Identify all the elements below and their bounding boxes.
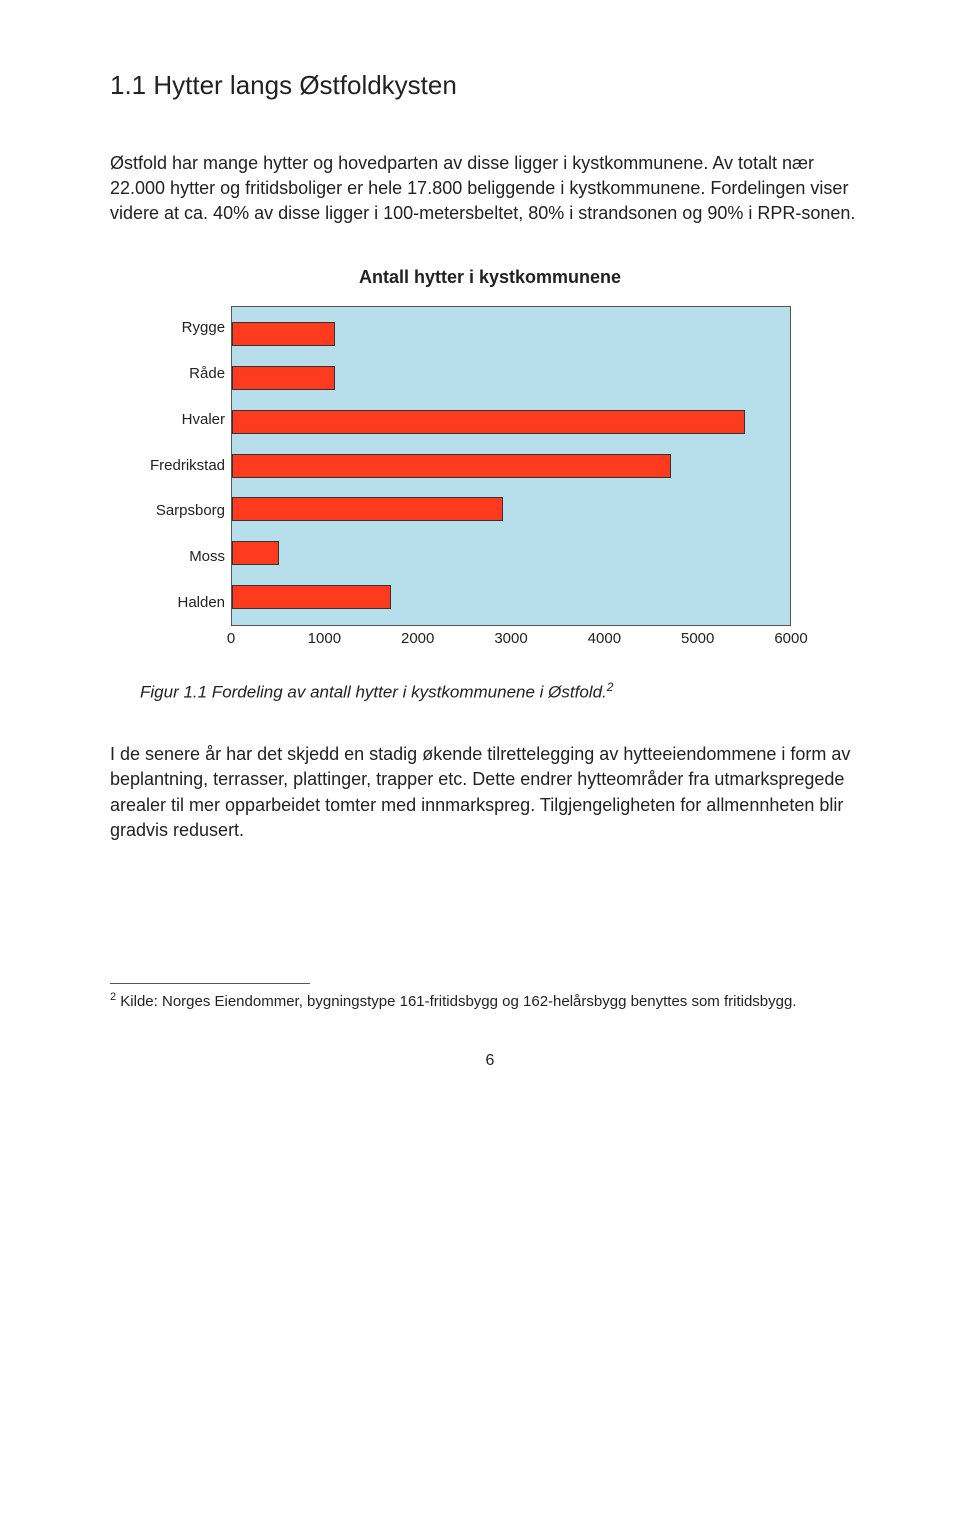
chart-x-tick: 2000 bbox=[401, 630, 434, 647]
chart-x-tick: 0 bbox=[227, 630, 235, 647]
chart-x-tick: 5000 bbox=[681, 630, 714, 647]
chart-y-label: Sarpsborg bbox=[150, 491, 225, 531]
chart-bar bbox=[232, 410, 745, 434]
chart-y-label: Moss bbox=[150, 537, 225, 577]
chart-bar bbox=[232, 454, 671, 478]
chart-y-label: Hvaler bbox=[150, 400, 225, 440]
chart-x-tick: 1000 bbox=[308, 630, 341, 647]
chart-bar bbox=[232, 585, 391, 609]
chart-y-label: Fredrikstad bbox=[150, 446, 225, 486]
intro-paragraph: Østfold har mange hytter og hovedparten … bbox=[110, 151, 870, 227]
chart-x-tick: 3000 bbox=[494, 630, 527, 647]
page-number: 6 bbox=[110, 1052, 870, 1070]
caption-text: Figur 1.1 Fordeling av antall hytter i k… bbox=[140, 682, 607, 701]
chart-x-axis: 0100020003000400050006000 bbox=[231, 630, 791, 650]
chart: Rygge Råde Hvaler Fredrikstad Sarpsborg Moss H… bbox=[150, 306, 870, 650]
footnote: 2 Kilde: Norges Eiendommer, bygningstype… bbox=[110, 990, 870, 1012]
chart-bar bbox=[232, 541, 279, 565]
chart-y-labels: Rygge Råde Hvaler Fredrikstad Sarpsborg Moss H… bbox=[150, 306, 231, 626]
chart-y-label: Rygge bbox=[150, 308, 225, 348]
footnote-text: Kilde: Norges Eiendommer, bygningstype 1… bbox=[116, 993, 796, 1010]
chart-bar bbox=[232, 322, 335, 346]
chart-plot bbox=[231, 306, 791, 626]
caption-footnote-ref: 2 bbox=[607, 680, 614, 694]
chart-x-tick: 4000 bbox=[588, 630, 621, 647]
body-paragraph: I de senere år har det skjedd en stadig … bbox=[110, 742, 870, 843]
chart-y-label: Halden bbox=[150, 583, 225, 623]
footnote-rule bbox=[110, 983, 310, 984]
chart-y-label: Råde bbox=[150, 354, 225, 394]
chart-x-tick: 6000 bbox=[774, 630, 807, 647]
chart-bar bbox=[232, 497, 503, 521]
figure-caption: Figur 1.1 Fordeling av antall hytter i k… bbox=[140, 680, 870, 703]
chart-bar bbox=[232, 366, 335, 390]
chart-title: Antall hytter i kystkommunene bbox=[110, 267, 870, 288]
section-heading: 1.1 Hytter langs Østfoldkysten bbox=[110, 70, 870, 101]
